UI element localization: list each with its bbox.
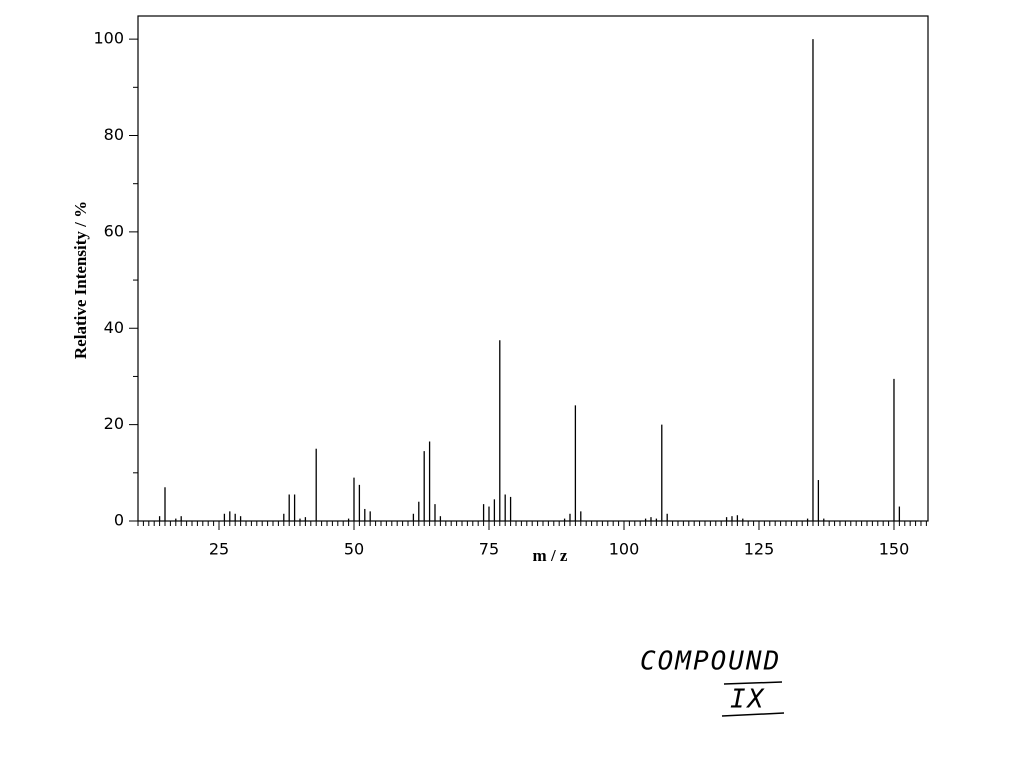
plot-frame xyxy=(137,15,929,522)
annotation: IX xyxy=(730,685,765,715)
x-axis-label: m / z xyxy=(533,546,568,565)
x-tick-label: 75 xyxy=(479,540,499,559)
y-tick-label: 80 xyxy=(104,125,124,144)
x-tick-label: 50 xyxy=(344,540,364,559)
y-tick-label: 100 xyxy=(93,29,124,48)
y-axis-label: Relative Intensity / % xyxy=(71,201,90,359)
annotation-underline xyxy=(721,712,785,717)
x-tick-label: 150 xyxy=(879,540,910,559)
x-tick-label: 125 xyxy=(744,540,775,559)
y-tick-label: 40 xyxy=(104,318,124,337)
y-tick-label: 0 xyxy=(114,511,124,530)
x-tick-label: 25 xyxy=(209,540,229,559)
y-tick-label: 20 xyxy=(104,414,124,433)
annotation-overline xyxy=(723,681,783,685)
annotation: COMPOUND xyxy=(640,647,781,677)
x-tick-label: 100 xyxy=(609,540,640,559)
y-tick-label: 60 xyxy=(104,221,124,240)
